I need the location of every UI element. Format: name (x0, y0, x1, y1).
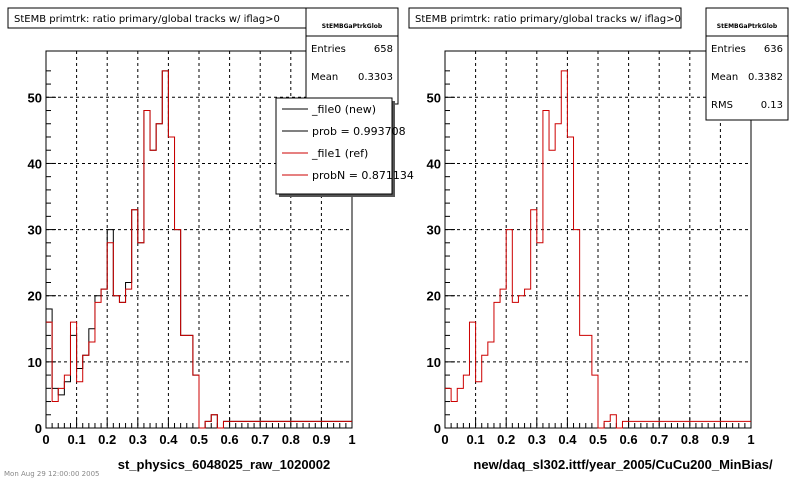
stats-header: StEMBGaPtrkGlob (322, 23, 383, 30)
stats-value: 0.3382 (748, 72, 783, 83)
y-tick-label: 20 (28, 289, 42, 304)
legend-label: probN = 0.871134 (312, 169, 414, 182)
x-tick-label: 0.9 (711, 432, 729, 447)
x-tick-label: 1 (747, 432, 754, 447)
x-tick-label: 0.3 (528, 432, 546, 447)
chart-panel-2: 0 0.1 0.2 0.3 0.4 0.5 0.6 0.7 0.8 0.9 101020304050… (408, 7, 789, 472)
x-axis-title: new/daq_sl302.ittf/year_2005/CuCu200_Min… (473, 457, 773, 472)
x-tick-label: 0.7 (650, 432, 668, 447)
legend-label: _file0 (new) (311, 103, 376, 116)
x-tick-label: 0.5 (589, 432, 607, 447)
y-tick-label: 50 (427, 90, 441, 105)
y-tick-label: 10 (427, 355, 441, 370)
chart-title-box: StEMB primtrk: ratio primary/global trac… (7, 7, 309, 29)
x-tick-label: 0.2 (497, 432, 515, 447)
stats-box: StEMBGaPtrkGlob Entries 636 Mean 0.3382 RMS 0.… (705, 7, 789, 121)
stats-label: Entries (311, 44, 346, 55)
title-frame (408, 7, 682, 29)
stats-frame (705, 7, 789, 121)
footer-timestamp: Mon Aug 29 12:00:00 2005 (4, 470, 100, 478)
histogram-series-ref (46, 70, 352, 429)
legend-frame (275, 97, 393, 195)
stats-value: 0.13 (761, 100, 783, 111)
stats-frame (305, 7, 399, 105)
y-tick-label: 20 (427, 289, 441, 304)
x-tick-label: 0.9 (312, 432, 330, 447)
x-tick-label: 0.5 (190, 432, 208, 447)
y-tick-label: 50 (28, 90, 42, 105)
x-tick-label: 0.1 (68, 432, 86, 447)
y-tick-label: 10 (28, 355, 42, 370)
x-tick-label: 0.6 (620, 432, 638, 447)
histogram-series-ref (445, 70, 751, 429)
x-tick-label: 0.8 (282, 432, 300, 447)
chart-title: StEMB primtrk: ratio primary/global trac… (14, 14, 280, 25)
y-tick-label: 30 (28, 223, 42, 238)
stats-label: Entries (711, 44, 746, 55)
stats-label: Mean (711, 72, 738, 83)
stats-value: 658 (374, 44, 393, 55)
legend-label: _file1 (ref) (311, 147, 368, 160)
x-tick-label: 0.8 (681, 432, 699, 447)
stats-box: StEMBGaPtrkGlob Entries 658 Mean 0.3303 (305, 7, 399, 105)
x-tick-label: 0.4 (159, 432, 178, 447)
x-tick-label: 1 (348, 432, 355, 447)
x-tick-label: 0.3 (129, 432, 147, 447)
x-axis-title: st_physics_6048025_raw_1020002 (118, 457, 331, 472)
stats-value: 0.3303 (358, 72, 393, 83)
y-tick-label: 40 (427, 156, 441, 171)
stats-header: StEMBGaPtrkGlob (717, 23, 778, 30)
legend: _file0 (new) prob = 0.993708 _file1 (ref) p… (275, 97, 414, 197)
x-tick-label: 0.1 (467, 432, 485, 447)
chart-title-box: StEMB primtrk: ratio primary/global trac… (408, 7, 682, 29)
x-tick-label: 0.7 (251, 432, 269, 447)
x-tick-label: 0.6 (221, 432, 239, 447)
y-tick-label: 0 (434, 421, 441, 436)
legend-label: prob = 0.993708 (312, 125, 406, 138)
chart-title: StEMB primtrk: ratio primary/global trac… (415, 14, 681, 25)
y-tick-label: 0 (35, 421, 42, 436)
x-tick-label: 0.4 (558, 432, 577, 447)
chart-panel-1: 0 0.1 0.2 0.3 0.4 0.5 0.6 0.7 0.8 0.9 101020304050… (7, 7, 414, 472)
stats-label: Mean (311, 72, 338, 83)
stats-value: 636 (764, 44, 783, 55)
stats-label: RMS (711, 100, 733, 111)
x-tick-label: 0.2 (98, 432, 116, 447)
x-tick-label: 0 (42, 432, 49, 447)
y-tick-label: 40 (28, 156, 42, 171)
x-tick-label: 0 (441, 432, 448, 447)
y-tick-label: 30 (427, 223, 441, 238)
